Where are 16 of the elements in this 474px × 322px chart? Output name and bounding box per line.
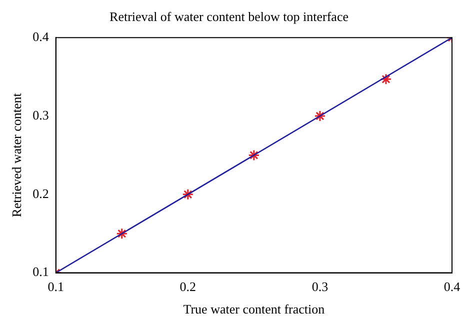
point bbox=[248, 149, 260, 161]
y-tick-label: 0.3 bbox=[32, 107, 49, 122]
x-axis-title: True water content fraction bbox=[183, 302, 326, 317]
point bbox=[380, 73, 392, 85]
y-tick-label: 0.2 bbox=[32, 186, 49, 201]
x-tick-label: 0.4 bbox=[444, 279, 461, 294]
y-tick-label: 0.1 bbox=[32, 264, 49, 280]
x-tick-label: 0.1 bbox=[48, 279, 64, 294]
y-tick-label: 0.4 bbox=[32, 29, 50, 44]
x-tick-label: 0.2 bbox=[180, 279, 196, 294]
chart-title: Retrieval of water content below top interface bbox=[110, 9, 349, 24]
point bbox=[116, 228, 128, 240]
point bbox=[182, 188, 194, 200]
x-tick-label: 0.3 bbox=[312, 279, 328, 294]
y-axis-title: Retrieved water content bbox=[9, 92, 24, 218]
point bbox=[314, 110, 326, 122]
